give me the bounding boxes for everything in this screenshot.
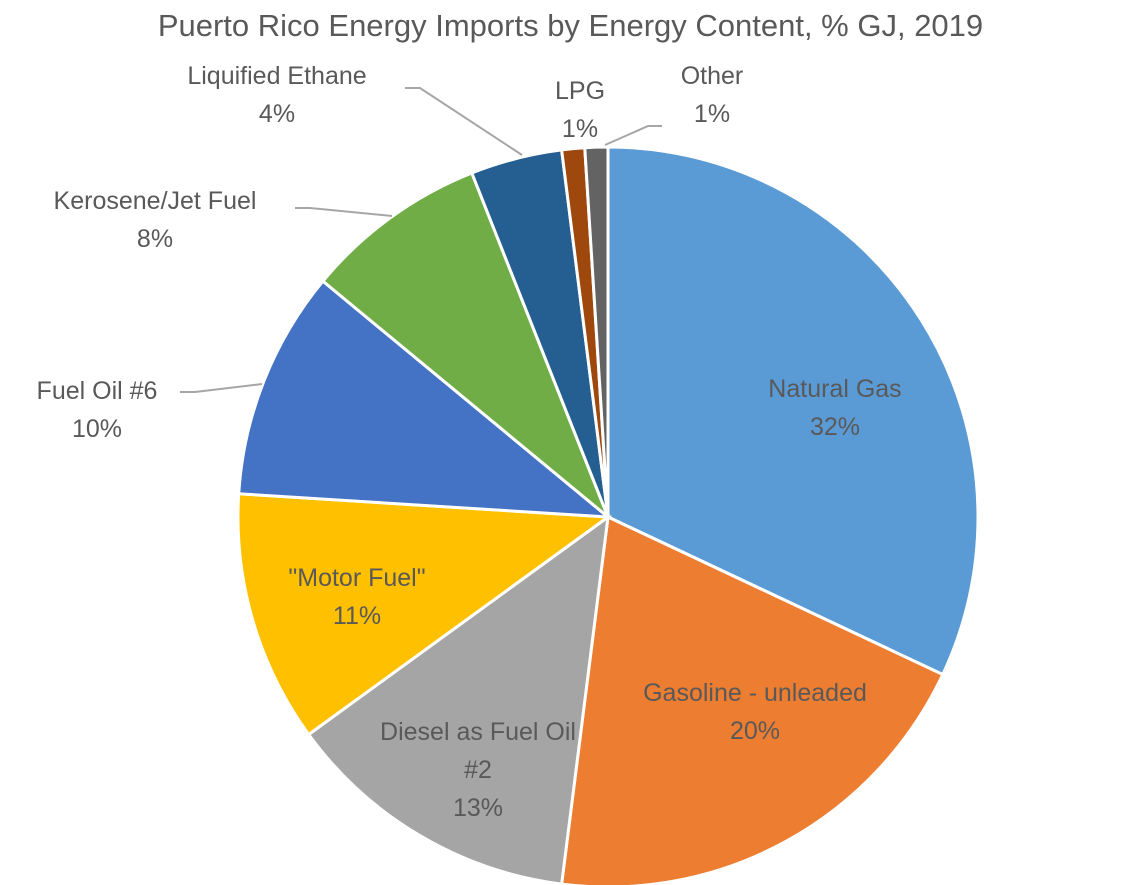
category-label: Other xyxy=(680,62,744,90)
pie-slice xyxy=(306,513,610,885)
chart-title: Puerto Rico Energy Imports by Energy Con… xyxy=(157,8,984,43)
pie-slice xyxy=(236,492,613,737)
pie-slice xyxy=(237,279,613,519)
value-label: 11% xyxy=(332,602,382,630)
data-label: Gasoline - unleaded 20% xyxy=(595,674,915,750)
data-label: Liquified Ethane 4% xyxy=(127,57,427,133)
value-label: 1% xyxy=(693,100,731,128)
category-label: Gasoline - unleaded xyxy=(643,679,867,707)
value-label: 20% xyxy=(729,717,781,745)
category-label: Fuel Oil #6 xyxy=(36,377,158,405)
pie-slice xyxy=(559,514,945,885)
value-label: 8% xyxy=(136,225,174,253)
value-label: 4% xyxy=(258,100,296,128)
leader-line xyxy=(604,125,662,146)
category-label: Diesel as Fuel Oil #2 xyxy=(380,718,576,784)
leader-line xyxy=(295,207,393,217)
category-label: Natural Gas xyxy=(768,375,902,403)
category-label: Kerosene/Jet Fuel xyxy=(53,187,257,215)
value-label: 13% xyxy=(452,794,504,822)
category-label: LPG xyxy=(554,77,606,105)
data-label: Natural Gas 32% xyxy=(725,370,945,446)
value-label: 10% xyxy=(71,415,123,443)
leader-line xyxy=(405,87,523,156)
category-label: Liquified Ethane xyxy=(187,62,367,90)
pie-slice xyxy=(320,171,610,519)
data-label: Fuel Oil #6 10% xyxy=(0,372,197,448)
data-label: Other 1% xyxy=(662,57,762,133)
data-label: "Motor Fuel" 11% xyxy=(237,559,477,635)
data-label: LPG 1% xyxy=(540,72,620,148)
data-label: Kerosene/Jet Fuel 8% xyxy=(5,182,305,258)
leader-line xyxy=(180,383,263,393)
category-label: "Motor Fuel" xyxy=(288,564,426,592)
value-label: 1% xyxy=(561,115,599,143)
value-label: 32% xyxy=(809,413,861,441)
data-label: Diesel as Fuel Oil #2 13% xyxy=(373,713,583,827)
pie-slice xyxy=(583,145,610,518)
pie-slice xyxy=(606,145,980,677)
